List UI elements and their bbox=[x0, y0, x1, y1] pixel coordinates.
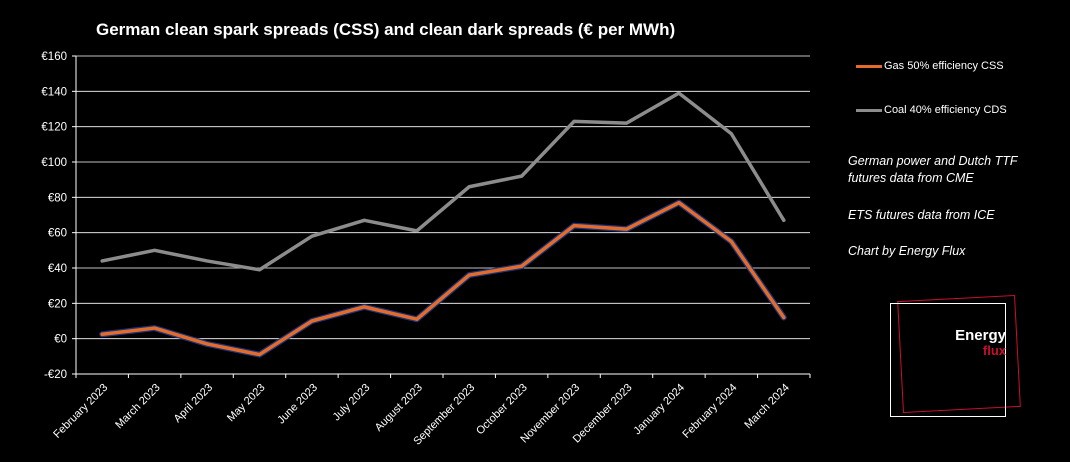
series-point-gas-9 bbox=[572, 224, 576, 228]
y-tick-label-6: €100 bbox=[41, 157, 67, 169]
legend-label-gas: Gas 50% efficiency CSS bbox=[884, 60, 1004, 72]
series-point-coal-4 bbox=[310, 234, 314, 238]
legend-label-coal: Coal 40% efficiency CDS bbox=[884, 104, 1007, 116]
series-point-gas-13 bbox=[782, 315, 786, 319]
legend-swatch-coal bbox=[856, 108, 882, 112]
series-point-coal-6 bbox=[415, 229, 419, 233]
y-tick-label-9: €160 bbox=[41, 51, 67, 63]
x-tick-label-8: October 2023 bbox=[474, 382, 530, 438]
series-point-gas-0 bbox=[100, 332, 104, 336]
logo-text-flux: flux bbox=[982, 343, 1006, 358]
x-tick-label-13: March 2024 bbox=[742, 382, 792, 432]
x-tick-label-11: January 2024 bbox=[631, 382, 687, 438]
y-tick-label-7: €120 bbox=[41, 122, 67, 134]
series-point-gas-3 bbox=[258, 353, 261, 357]
series-point-coal-1 bbox=[153, 248, 157, 252]
series-point-gas-12 bbox=[729, 240, 733, 243]
note-data-source-power: German power and Dutch TTF futures data … bbox=[848, 154, 1018, 185]
y-tick-label-2: €20 bbox=[48, 298, 67, 310]
series-point-coal-9 bbox=[572, 119, 576, 123]
x-tick-label-6: August 2023 bbox=[373, 382, 425, 434]
logo-white-frame bbox=[890, 303, 1006, 417]
series-point-coal-5 bbox=[362, 218, 366, 222]
series-point-coal-8 bbox=[520, 174, 524, 178]
series-point-gas-2 bbox=[205, 342, 209, 346]
legend-item-gas: Gas 50% efficiency CSS bbox=[856, 60, 1004, 72]
series-point-coal-10 bbox=[625, 121, 628, 125]
series-point-gas-6 bbox=[415, 317, 419, 321]
series-point-coal-13 bbox=[782, 218, 786, 222]
y-tick-label-4: €60 bbox=[48, 228, 67, 240]
y-tick-label-3: €40 bbox=[48, 263, 67, 275]
series-point-coal-0 bbox=[100, 259, 104, 263]
series-point-coal-2 bbox=[205, 259, 209, 263]
series-line-gas bbox=[100, 200, 786, 357]
y-tick-label-8: €140 bbox=[41, 86, 67, 98]
chart-title: German clean spark spreads (CSS) and cle… bbox=[96, 20, 676, 39]
series-point-gas-11 bbox=[677, 201, 681, 205]
x-tick-label-0: February 2023 bbox=[51, 382, 110, 441]
series-point-coal-12 bbox=[729, 132, 733, 136]
series-point-gas-10 bbox=[625, 227, 628, 231]
note-data-source-ets: ETS futures data from ICE bbox=[848, 208, 995, 222]
y-tick-labels: -€20 €0 €20 €40 €60 €80 €100 €120 €140 €160 bbox=[41, 51, 67, 381]
series-point-gas-1 bbox=[153, 326, 157, 330]
x-tick-label-4: June 2023 bbox=[275, 382, 320, 427]
y-tick-label-5: €80 bbox=[48, 192, 67, 204]
logo-text-energy: Energy bbox=[955, 327, 1006, 344]
x-tick-label-2: April 2023 bbox=[172, 382, 216, 426]
series-glow-gas bbox=[99, 199, 787, 358]
series-point-coal-3 bbox=[258, 268, 261, 272]
x-tick-labels: February 2023 March 2023 April 2023 May 202… bbox=[51, 382, 792, 448]
y-tick-label-0: -€20 bbox=[44, 369, 67, 381]
series-lines bbox=[99, 91, 787, 358]
x-tick-label-5: July 2023 bbox=[331, 382, 373, 424]
series-point-gas-5 bbox=[362, 305, 366, 309]
x-tick-label-3: May 2023 bbox=[225, 382, 268, 425]
series-point-coal-7 bbox=[467, 185, 471, 189]
legend-item-coal: Coal 40% efficiency CDS bbox=[856, 104, 1007, 116]
series-point-gas-4 bbox=[310, 319, 314, 323]
x-tick-label-12: February 2024 bbox=[680, 382, 739, 441]
x-tick-label-1: March 2023 bbox=[113, 382, 163, 432]
series-point-gas-7 bbox=[467, 273, 471, 277]
legend-swatch-gas bbox=[856, 64, 882, 68]
series-point-coal-11 bbox=[677, 91, 681, 95]
series-point-gas-8 bbox=[520, 264, 524, 268]
series-line-coal bbox=[100, 91, 786, 272]
axes bbox=[72, 55, 811, 378]
note-chart-credit: Chart by Energy Flux bbox=[848, 244, 966, 258]
y-tick-label-1: €0 bbox=[54, 334, 67, 346]
